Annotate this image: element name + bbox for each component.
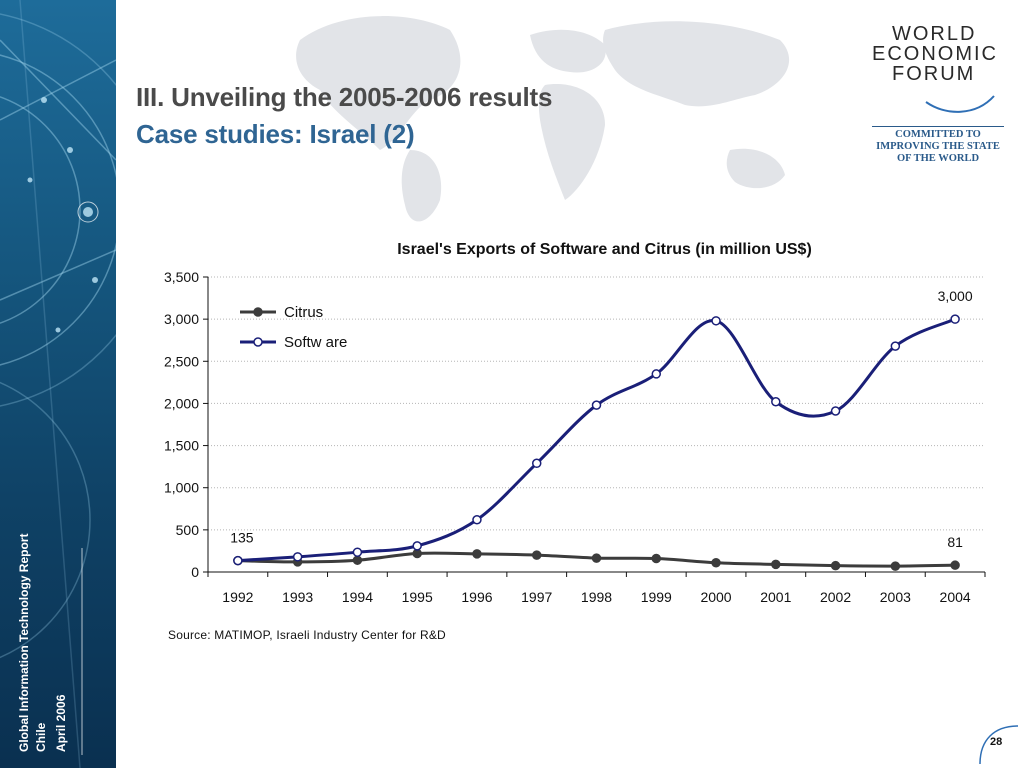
point-citrus-1997 [531,550,542,560]
y-tick-label-0: 0 [191,564,199,580]
point-softw-are-1994 [352,547,363,557]
legend-label-citrus: Citrus [284,304,323,321]
y-tick-label-2500: 2,500 [164,353,199,369]
x-tick-label-1993: 1993 [282,589,313,605]
x-tick-label-1994: 1994 [342,589,373,605]
legend-marker-softw-are [253,337,263,347]
wef-logo-line1: WORLD [892,23,977,45]
x-tick-label-1995: 1995 [402,589,433,605]
point-softw-are-1992 [233,555,243,566]
sidebar-location: Chile [34,722,48,752]
data-label-softw-are-2004: 3,000 [938,288,973,304]
point-citrus-2003 [890,561,901,571]
wef-logo-line2: ECONOMIC [872,43,998,65]
wef-tagline-2: IMPROVING THE STATE [876,141,1000,152]
point-softw-are-2000 [711,316,721,326]
legend-label-softw-are: Softw are [284,334,347,351]
point-citrus-1995 [412,548,422,559]
point-softw-are-2004 [950,314,960,324]
world-map-background [296,16,790,222]
page-arc-icon [979,725,1019,765]
wef-logo-line3: FORUM [892,63,976,85]
point-citrus-1998 [591,553,602,563]
data-label-softw-are-1992: 135 [230,530,254,546]
x-tick-label-2003: 2003 [880,589,911,605]
x-tick-label-1997: 1997 [521,589,552,605]
y-tick-label-3000: 3,000 [164,311,199,327]
y-tick-label-1500: 1,500 [164,438,199,454]
point-softw-are-2002 [830,406,841,416]
point-citrus-2002 [830,560,841,571]
y-tick-label-3500: 3,500 [164,269,199,285]
point-softw-are-1999 [651,369,662,379]
point-softw-are-2001 [771,396,781,407]
sidebar-report-name: Global Information Technology Report [17,533,31,752]
x-tick-label-1992: 1992 [222,589,253,605]
point-citrus-2004 [950,560,960,570]
data-label-citrus-2004: 81 [947,534,963,550]
point-citrus-2001 [771,559,781,570]
wef-tagline-1: COMMITTED TO [895,129,981,140]
source-note: Source: MATIMOP, Israeli Industry Center… [168,628,446,642]
sidebar-panel: Global Information Technology Report Chi… [0,0,116,768]
point-softw-are-1998 [591,400,602,410]
y-tick-label-500: 500 [176,522,200,538]
point-citrus-1996 [472,549,482,559]
exports-line-chart: Israel's Exports of Software and Citrus … [164,241,986,605]
point-softw-are-1995 [412,541,422,551]
slide-subtitle: Case studies: Israel (2) [136,119,415,149]
point-citrus-1994 [352,555,363,565]
point-softw-are-1993 [292,552,303,562]
wef-tagline: COMMITTED TO IMPROVING THE STATE OF THE … [868,126,1008,165]
y-tick-label-1000: 1,000 [164,480,199,496]
chart-title: Israel's Exports of Software and Citrus … [397,241,812,258]
point-softw-are-2003 [890,341,901,351]
series-line-softw-are [237,317,956,563]
x-tick-label-1996: 1996 [461,589,492,605]
y-tick-label-2000: 2,000 [164,395,199,411]
x-tick-label-2000: 2000 [700,589,731,605]
sidebar-graphic [0,0,116,768]
point-softw-are-1997 [531,458,542,469]
sidebar-date: April 2006 [54,694,68,752]
slide-title: III. Unveiling the 2005-2006 results [136,82,553,112]
wef-logo-arc-icon [925,95,995,113]
x-tick-label-1999: 1999 [641,589,672,605]
x-tick-label-2004: 2004 [940,589,971,605]
point-citrus-2000 [711,557,721,568]
x-tick-label-2002: 2002 [820,589,851,605]
wef-logo: WORLD ECONOMIC FORUM [866,20,1016,116]
x-tick-label-2001: 2001 [760,589,791,605]
x-tick-label-1998: 1998 [581,589,612,605]
legend-marker-citrus [253,307,263,317]
point-softw-are-1996 [472,514,482,525]
point-citrus-1999 [651,553,662,564]
page-number: 28 [990,736,1003,748]
wef-tagline-3: OF THE WORLD [896,153,980,164]
